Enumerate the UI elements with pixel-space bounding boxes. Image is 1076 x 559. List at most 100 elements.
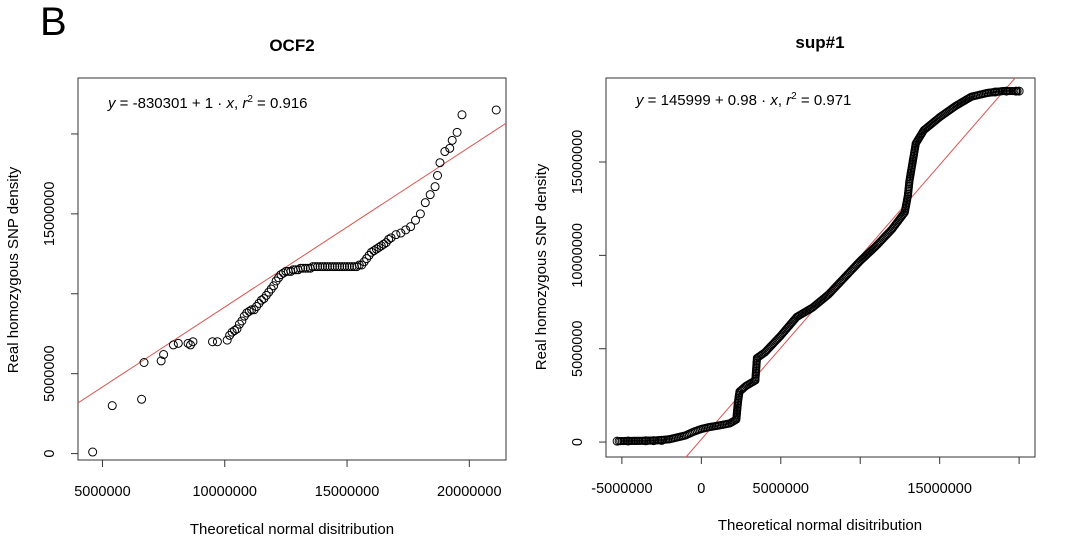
equation-intercept: -830301 [133, 95, 188, 112]
data-point [376, 241, 386, 251]
data-point [137, 394, 147, 404]
data-point [1011, 86, 1021, 96]
data-point [344, 262, 354, 272]
chart-sup1: sup#1 Theoretical normal disitribution R… [533, 33, 1036, 534]
x-tick-label: -5000000 [591, 481, 652, 497]
data-point [156, 356, 166, 366]
data-point [352, 262, 362, 272]
data-point [183, 338, 193, 348]
data-point [623, 436, 633, 446]
x-tick-label: 15000000 [315, 484, 380, 500]
regression-equation: y = -830301 + 1 · x, r2 = 0.916 [107, 94, 308, 112]
data-point [322, 262, 332, 272]
data-point [396, 228, 406, 238]
panel-letter: B [40, 0, 67, 44]
data-point [342, 262, 352, 272]
data-point [208, 337, 218, 347]
data-point [391, 230, 401, 240]
data-point [401, 225, 411, 235]
data-point [261, 290, 271, 300]
data-point [357, 260, 367, 270]
data-point [381, 238, 391, 248]
equation-intercept: 145999 [661, 92, 711, 109]
data-point [230, 326, 240, 336]
data-point [310, 262, 320, 272]
x-tick-label: 5000000 [753, 481, 809, 497]
data-point [227, 327, 237, 337]
data-point [359, 257, 369, 267]
data-point [259, 294, 269, 304]
x-tick-label: 5000000 [74, 484, 130, 500]
data-point [173, 338, 183, 348]
y-tick-label: 0 [570, 438, 586, 446]
equation-r2: 0.916 [270, 95, 308, 112]
data-point [440, 147, 450, 157]
y-tick-label: 5000000 [570, 320, 586, 376]
x-tick-label: 20000000 [437, 484, 502, 500]
data-point [88, 447, 98, 457]
data-point [139, 358, 149, 368]
data-point [420, 198, 430, 208]
regression-line [78, 122, 506, 404]
data-point [433, 170, 443, 180]
data-point [364, 250, 374, 260]
data-point [374, 242, 384, 252]
data-point [332, 262, 342, 272]
x-axis-label: Theoretical normal disitribution [190, 521, 394, 538]
data-point [244, 306, 254, 316]
y-tick-label: 5000000 [42, 345, 58, 401]
equation-r2: 0.971 [814, 92, 852, 109]
chart-title: OCF2 [269, 36, 314, 55]
data-point [491, 105, 501, 115]
data-point [335, 262, 345, 272]
data-point [315, 262, 325, 272]
data-point [249, 305, 259, 315]
data-point [379, 239, 389, 249]
data-point [330, 262, 340, 272]
data-point [325, 262, 335, 272]
data-point [234, 319, 244, 329]
data-point [369, 246, 379, 256]
x-tick-label: 0 [697, 481, 705, 497]
data-point [386, 233, 396, 243]
data-point [415, 209, 425, 219]
data-point [212, 337, 222, 347]
data-point [271, 276, 281, 286]
data-point [354, 260, 364, 270]
data-point [445, 143, 455, 153]
data-point [188, 337, 198, 347]
data-point [990, 87, 1000, 97]
data-point [296, 263, 306, 273]
data-point [898, 210, 907, 220]
equation-slope: 1 [205, 95, 213, 112]
data-point [237, 316, 247, 326]
plot-frame [77, 77, 507, 461]
data-point [256, 295, 266, 305]
data-point [1001, 86, 1011, 96]
y-tick-label: 15000000 [42, 182, 58, 247]
data-point [242, 308, 252, 318]
data-point [318, 262, 328, 272]
data-point [452, 127, 462, 137]
x-tick-label: 10000000 [192, 484, 257, 500]
data-point [406, 222, 416, 232]
data-point [447, 135, 457, 145]
data-point [320, 262, 330, 272]
data-point [232, 324, 242, 334]
data-point [430, 182, 440, 192]
chart-title: sup#1 [795, 33, 844, 52]
data-point [411, 215, 421, 225]
data-point [366, 247, 376, 257]
data-point [107, 401, 117, 411]
chart-ocf2: OCF2 Theoretical normal disitribution Re… [5, 36, 507, 538]
data-point [657, 435, 667, 445]
y-tick-label: 15000000 [570, 130, 586, 195]
equation-slope: 0.98 [728, 92, 757, 109]
data-point [239, 311, 249, 321]
data-point [371, 244, 381, 254]
plot-frame [605, 77, 1036, 458]
data-point [298, 263, 308, 273]
data-point [276, 270, 286, 280]
data-point [247, 305, 257, 315]
y-axis-label: Real homozygous SNP density [5, 166, 22, 373]
